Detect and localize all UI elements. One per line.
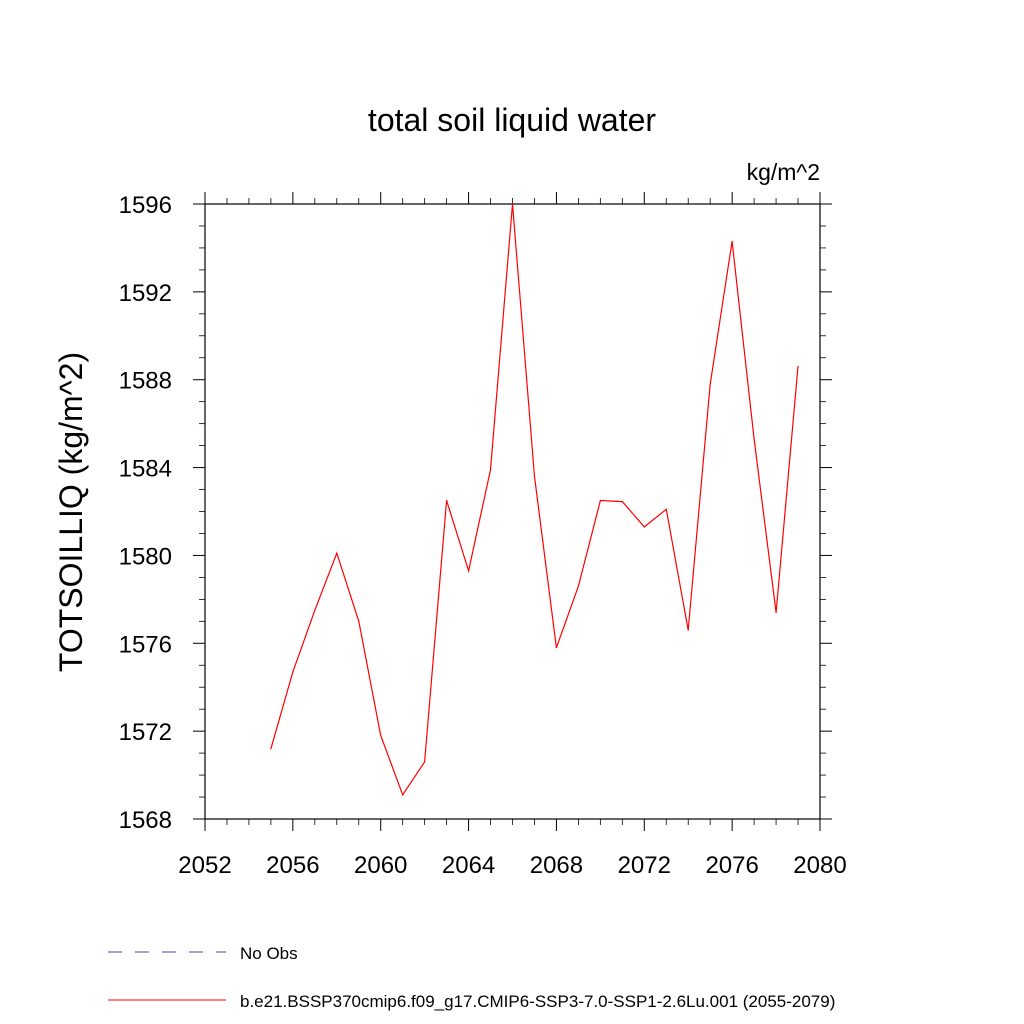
y-tick-label: 1568	[119, 807, 172, 834]
x-tick-label: 2060	[354, 852, 407, 879]
data-point	[775, 611, 777, 614]
data-point	[731, 240, 733, 242]
legend-label: b.e21.BSSP370cmip6.f09_g17.CMIP6-SSP3-7.…	[240, 992, 835, 1011]
data-point	[599, 499, 601, 502]
y-tick-label: 1576	[119, 631, 172, 658]
x-tick-label: 2064	[442, 852, 495, 879]
data-point	[402, 794, 404, 796]
y-tick-label: 1596	[119, 192, 172, 219]
y-tick-label: 1584	[119, 456, 172, 483]
x-tick-label: 2068	[530, 852, 583, 879]
data-point	[270, 748, 272, 750]
data-point	[753, 438, 755, 440]
axis-ticks	[193, 192, 832, 831]
data-point	[511, 203, 514, 205]
data-point	[446, 499, 448, 502]
series-line	[270, 203, 799, 797]
x-tick-label: 2056	[266, 852, 319, 879]
x-tick-label: 2052	[178, 852, 231, 879]
y-tick-label: 1592	[119, 280, 172, 307]
axis-tick-labels: 2052 2056 2060 2064 2068 2072 2076 2080 1568 1572…	[119, 192, 847, 879]
data-point	[709, 383, 711, 385]
y-tick-label: 1580	[119, 543, 172, 570]
plot-border	[204, 203, 821, 820]
data-point	[577, 585, 579, 587]
data-point	[533, 475, 536, 477]
y-tick-label: 1588	[119, 368, 172, 395]
chart-title: total soil liquid water	[368, 102, 656, 138]
y-tick-label: 1572	[119, 719, 172, 746]
data-point	[424, 761, 426, 763]
data-point	[687, 629, 689, 631]
data-point	[665, 508, 667, 510]
data-point	[621, 501, 623, 503]
plot-frame	[204, 203, 821, 820]
data-point	[489, 469, 492, 471]
y-axis-label: TOTSOILLIQ (kg/m^2)	[53, 352, 89, 672]
x-tick-label: 2076	[705, 852, 758, 879]
data-point	[797, 365, 799, 368]
data-point	[336, 552, 338, 554]
data-point	[358, 620, 360, 622]
units-label: kg/m^2	[747, 159, 820, 185]
data-point	[292, 671, 294, 673]
data-point	[380, 734, 382, 737]
series-layer	[270, 203, 799, 797]
data-point	[467, 570, 470, 572]
legend: No Obs b.e21.BSSP370cmip6.f09_g17.CMIP6-S…	[108, 944, 835, 1011]
x-tick-label: 2080	[793, 852, 846, 879]
x-tick-label: 2072	[618, 852, 671, 879]
legend-label: No Obs	[240, 944, 298, 963]
data-point	[555, 647, 558, 649]
data-point	[643, 526, 645, 528]
data-point	[314, 609, 316, 611]
